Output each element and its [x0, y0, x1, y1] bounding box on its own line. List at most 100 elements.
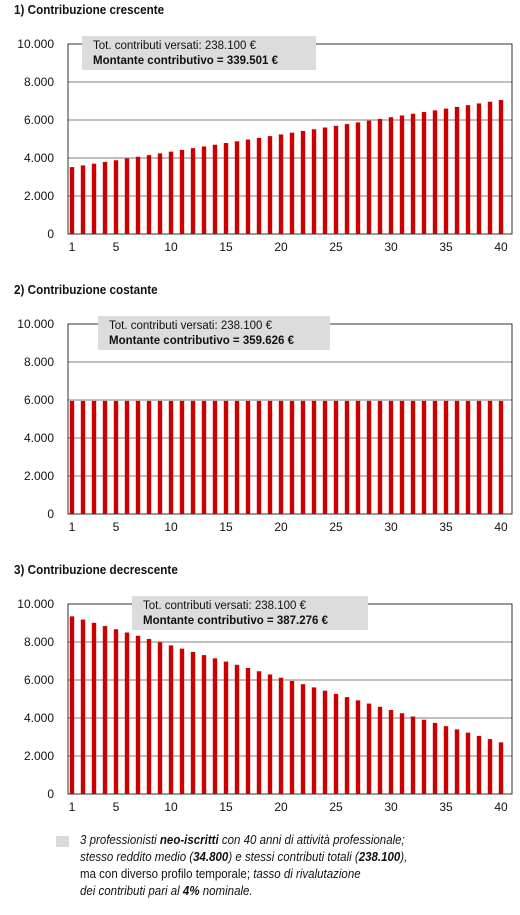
bar [355, 400, 361, 514]
bar [212, 144, 218, 234]
bar [80, 165, 86, 234]
summary-montante: Montante contributivo = 339.501 € [93, 55, 279, 67]
bar [322, 400, 328, 514]
bar [498, 99, 504, 234]
bar [256, 137, 262, 234]
bar [91, 622, 97, 794]
bar [168, 151, 174, 234]
bar [179, 149, 185, 234]
x-tick-label: 25 [329, 520, 343, 534]
bar [267, 136, 273, 234]
bar [201, 655, 207, 794]
x-tick-label: 1 [69, 520, 76, 534]
bar [388, 400, 394, 514]
bar [465, 105, 471, 234]
bar [69, 616, 75, 794]
x-tick-label: 40 [494, 800, 508, 814]
summary-box [98, 316, 330, 350]
x-tick-label: 1 [69, 240, 76, 254]
bar [322, 690, 328, 794]
bar [146, 638, 152, 794]
x-tick-label: 25 [329, 800, 343, 814]
bar [344, 400, 350, 514]
bar [91, 163, 97, 234]
summary-total-contributions: Tot. contributi versati: 238.100 € [93, 40, 257, 52]
bar [179, 648, 185, 794]
bar [190, 400, 196, 514]
y-tick-label: 10.000 [17, 597, 54, 611]
bar [278, 134, 284, 234]
bar [113, 629, 119, 794]
bar [465, 400, 471, 514]
bar [267, 674, 273, 794]
bar [289, 680, 295, 794]
bar [476, 735, 482, 794]
bar [432, 722, 438, 794]
bar [146, 400, 152, 514]
bar [344, 697, 350, 794]
bar [454, 106, 460, 234]
bar [311, 129, 317, 234]
bar [124, 158, 130, 234]
bar [223, 661, 229, 794]
bar [487, 739, 493, 794]
y-tick-label: 8.000 [24, 75, 54, 89]
y-tick-label: 10.000 [17, 317, 54, 331]
bar [300, 400, 306, 514]
x-tick-label: 20 [274, 240, 288, 254]
summary-montante: Montante contributivo = 387.276 € [143, 615, 329, 627]
bar [80, 400, 86, 514]
summary-montante: Montante contributivo = 359.626 € [109, 335, 295, 347]
bar [245, 668, 251, 794]
bar [157, 153, 163, 234]
bar [377, 118, 383, 234]
bar [190, 148, 196, 234]
bar [355, 122, 361, 234]
x-tick-label: 30 [384, 520, 398, 534]
bar [421, 112, 427, 234]
x-tick-label: 1 [69, 800, 76, 814]
bar [432, 400, 438, 514]
bar [102, 626, 108, 794]
x-tick-label: 40 [494, 520, 508, 534]
y-tick-label: 4.000 [24, 151, 54, 165]
y-tick-label: 10.000 [17, 37, 54, 51]
bar [113, 160, 119, 234]
bar [465, 732, 471, 794]
bar [498, 400, 504, 514]
bar [399, 713, 405, 794]
y-tick-label: 0 [47, 227, 54, 241]
x-tick-label: 40 [494, 240, 508, 254]
x-tick-label: 30 [384, 800, 398, 814]
bar [278, 677, 284, 794]
bar [487, 400, 493, 514]
bar [69, 400, 75, 514]
bar [124, 632, 130, 794]
y-tick-label: 6.000 [24, 673, 54, 687]
summary-box [132, 596, 368, 630]
bar [245, 139, 251, 234]
x-tick-label: 5 [113, 240, 120, 254]
bar [234, 664, 240, 794]
bar [69, 167, 75, 234]
bar [245, 400, 251, 514]
bar [344, 124, 350, 234]
bar [190, 651, 196, 794]
bar [91, 400, 97, 514]
bar [377, 400, 383, 514]
bar [124, 400, 130, 514]
bar [355, 700, 361, 794]
y-tick-label: 2.000 [24, 749, 54, 763]
bar [476, 400, 482, 514]
bar [201, 400, 207, 514]
bar [388, 117, 394, 234]
bar [135, 400, 141, 514]
bar [168, 400, 174, 514]
y-tick-label: 6.000 [24, 393, 54, 407]
bar [443, 400, 449, 514]
bar [256, 400, 262, 514]
y-tick-label: 2.000 [24, 469, 54, 483]
bar [476, 103, 482, 234]
